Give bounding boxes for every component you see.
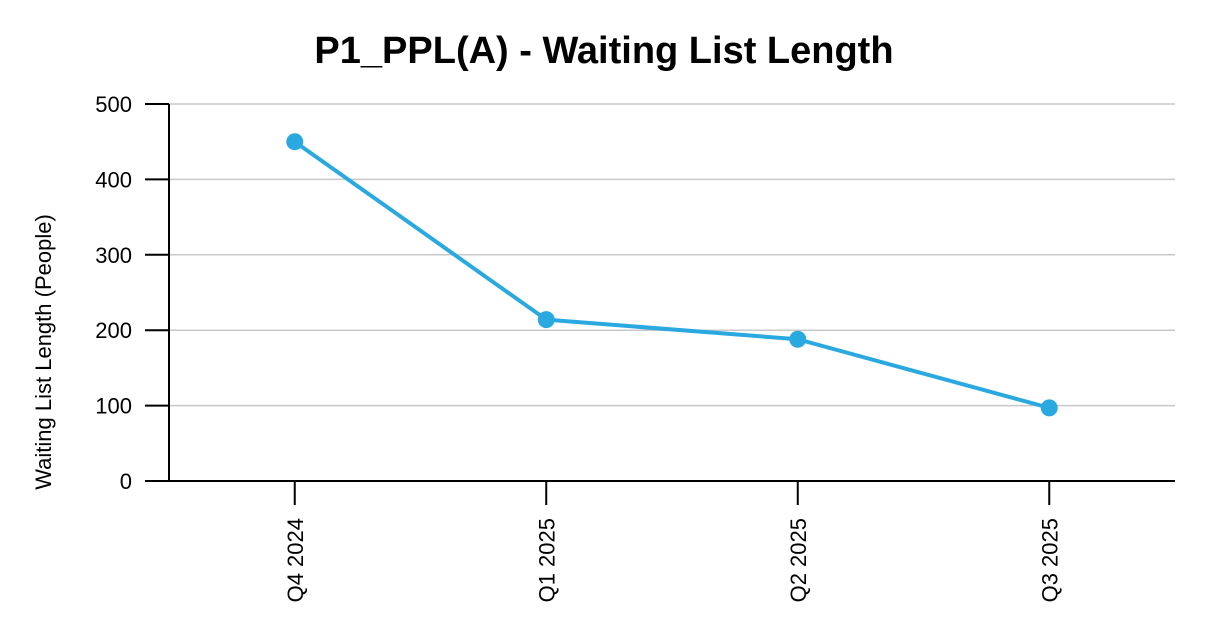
x-tick-label: Q4 2024 — [283, 518, 308, 602]
x-ticks: Q4 2024 Q1 2025 Q2 2025 Q3 2025 — [283, 481, 1062, 602]
y-tick-label: 200 — [95, 318, 132, 343]
x-tick-label: Q3 2025 — [1037, 518, 1062, 602]
data-point — [789, 330, 807, 348]
y-tick-label: 100 — [95, 394, 132, 419]
series — [286, 133, 1058, 417]
axes — [168, 104, 1175, 482]
y-tick-label: 500 — [95, 92, 132, 117]
y-tick-label: 400 — [95, 167, 132, 192]
data-point — [286, 133, 304, 151]
data-point — [537, 311, 555, 329]
gridlines — [169, 103, 1175, 407]
x-tick-label: Q2 2025 — [786, 518, 811, 602]
y-tick-label: 0 — [120, 469, 132, 494]
y-ticks: 0 100 200 300 400 500 — [95, 92, 169, 494]
y-axis-label: Waiting List Length (People) — [31, 214, 56, 490]
y-tick-label: 300 — [95, 243, 132, 268]
x-tick-label: Q1 2025 — [534, 518, 559, 602]
chart-title: P1_PPL(A) - Waiting List Length — [314, 30, 893, 72]
series-line — [293, 140, 1050, 410]
data-point — [1040, 399, 1058, 417]
